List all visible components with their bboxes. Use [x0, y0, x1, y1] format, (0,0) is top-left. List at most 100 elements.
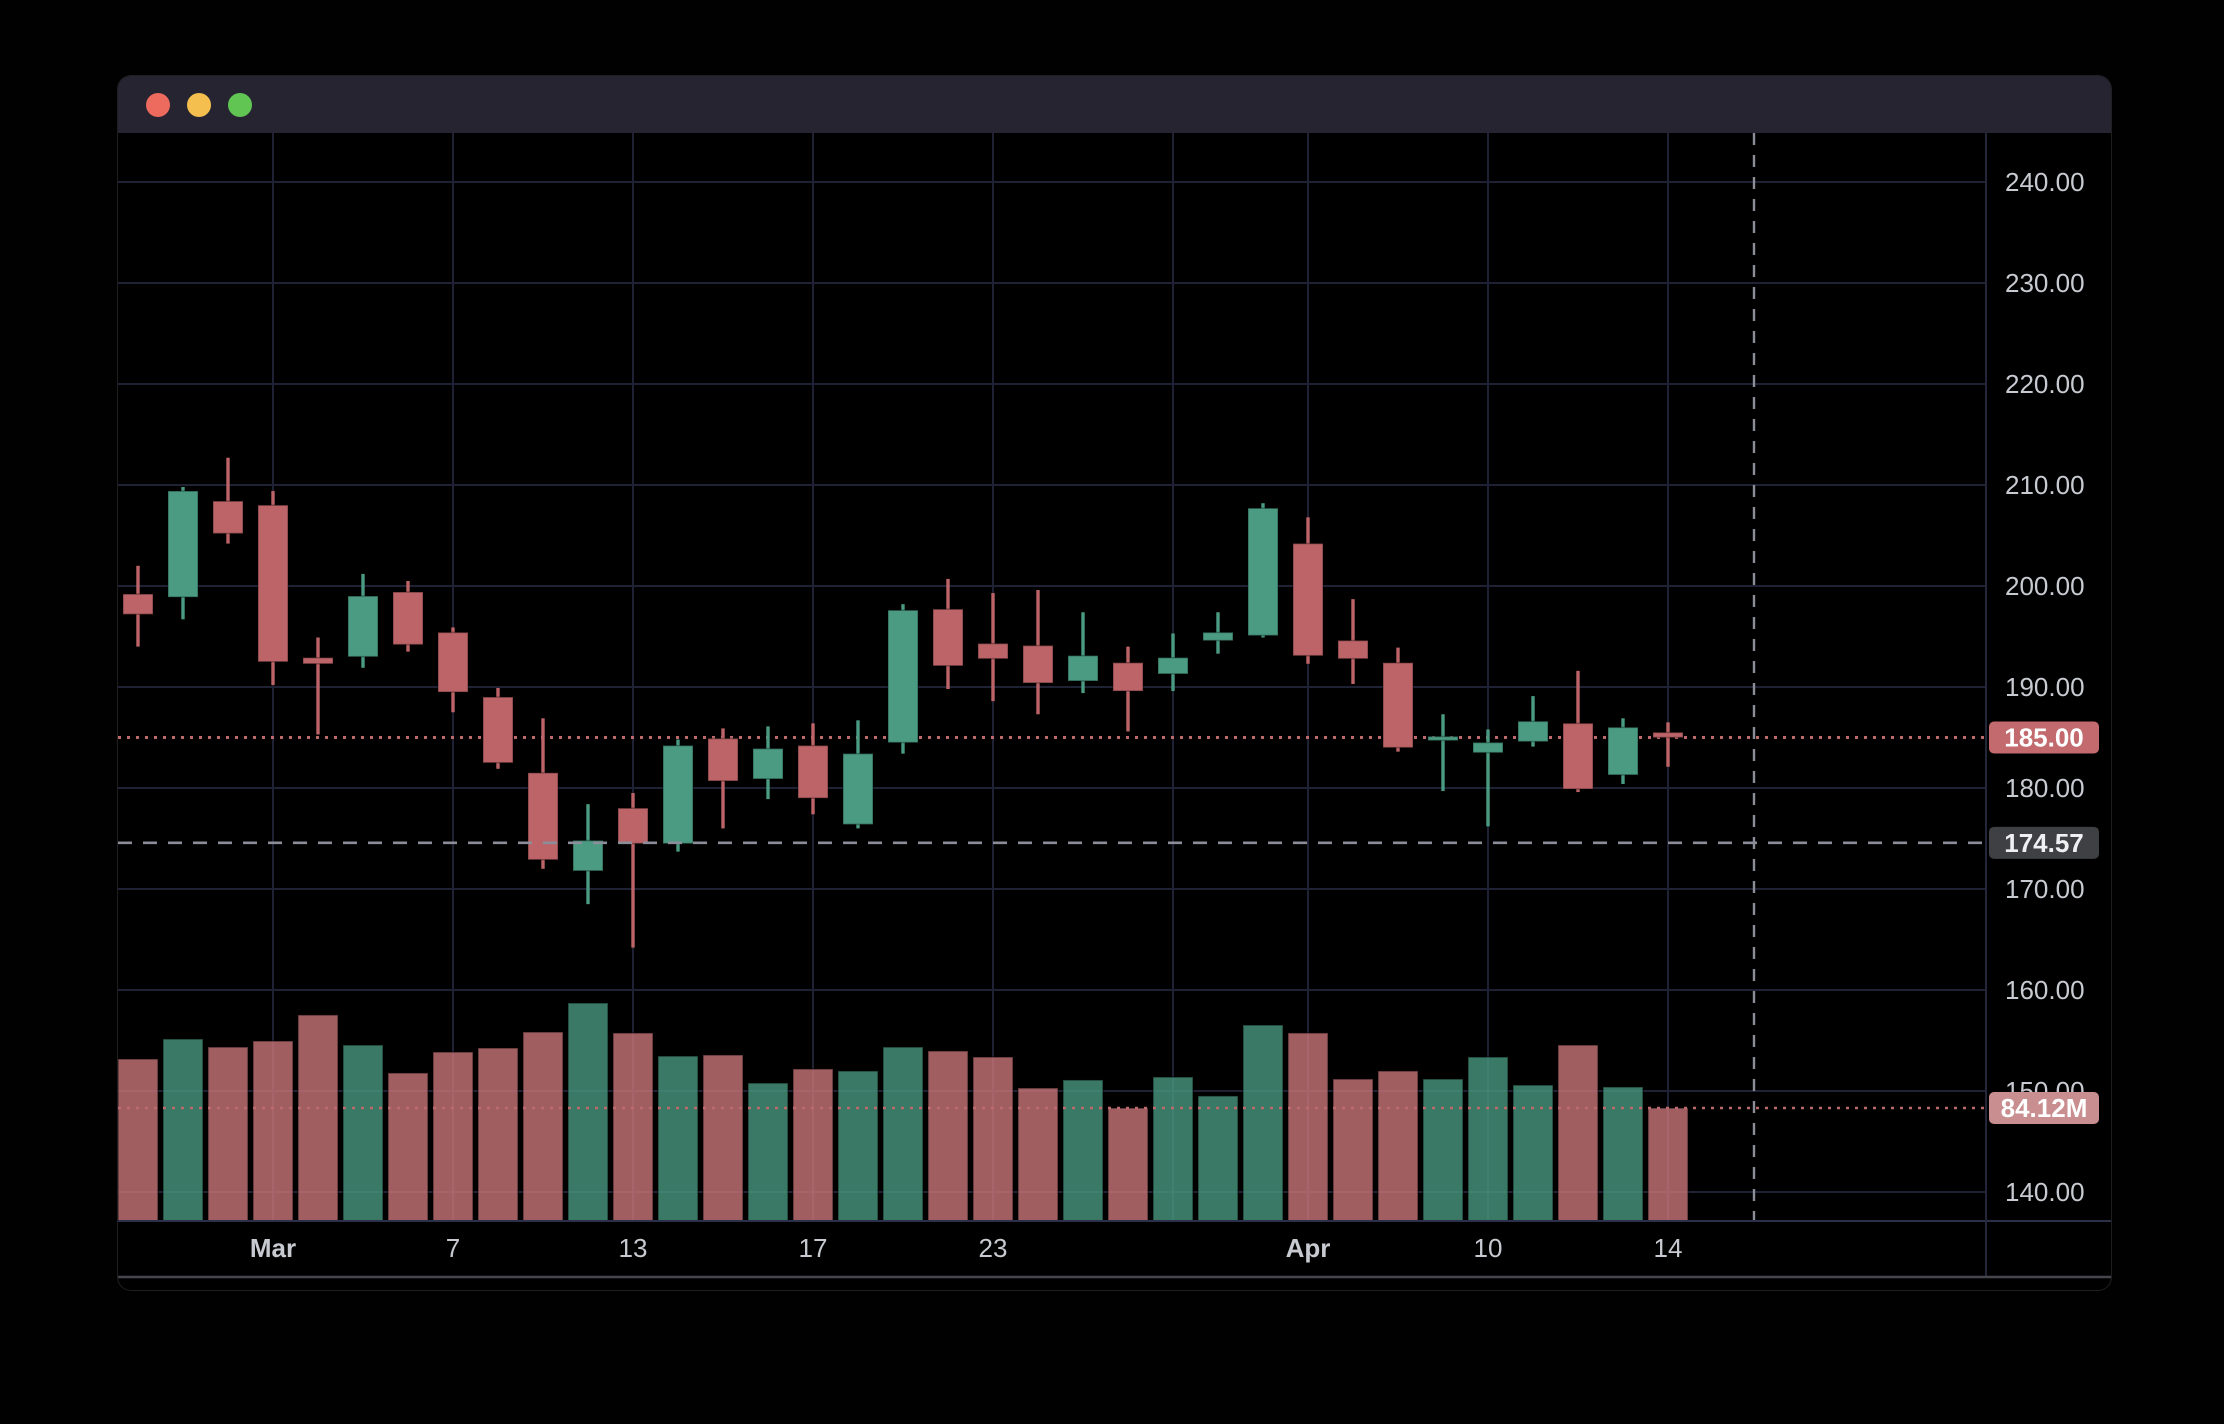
- candle-body: [482, 696, 514, 764]
- price-tick-label: 220.00: [2005, 369, 2085, 399]
- volume-bar: [567, 1002, 609, 1222]
- price-tick-label: 240.00: [2005, 167, 2085, 197]
- time-tick-label: 13: [619, 1233, 648, 1263]
- candlestick-chart[interactable]: 240.00 230.00 220.00 210.00 200.00 190.00 180.…: [118, 133, 2112, 1291]
- candle-body: [617, 807, 649, 845]
- volume-pane: [118, 1002, 1689, 1222]
- candle-body: [1067, 654, 1099, 682]
- candles: [122, 457, 1684, 948]
- volume-bar: [207, 1046, 249, 1222]
- price-axis[interactable]: 240.00 230.00 220.00 210.00 200.00 190.00 180.…: [2005, 167, 2085, 1207]
- candle: [617, 793, 649, 948]
- candle-body: [1652, 731, 1684, 739]
- candle-body: [1157, 656, 1189, 675]
- last-price-badge-text: 185.00: [2004, 723, 2084, 753]
- candle: [257, 491, 289, 685]
- volume-bar: [1242, 1024, 1284, 1222]
- candle: [887, 604, 919, 754]
- volume-badge-text: 84.12M: [2001, 1093, 2088, 1123]
- candle-body: [1112, 662, 1144, 692]
- chart-surface[interactable]: 240.00 230.00 220.00 210.00 200.00 190.00 180.…: [118, 133, 2112, 1291]
- crosshair-price-badge-text: 174.57: [2004, 828, 2084, 858]
- candle: [1382, 647, 1414, 752]
- time-tick-label: 14: [1654, 1233, 1683, 1263]
- volume-bar: [1107, 1107, 1149, 1222]
- candle-body: [392, 591, 424, 646]
- time-tick-label: 10: [1474, 1233, 1503, 1263]
- candle-body: [572, 839, 604, 872]
- volume-bar: [1017, 1087, 1059, 1222]
- price-tick-label: 180.00: [2005, 773, 2085, 803]
- candle-body: [1607, 726, 1639, 776]
- close-window-button[interactable]: [146, 93, 170, 117]
- price-tick-label: 200.00: [2005, 571, 2085, 601]
- window-titlebar[interactable]: [118, 76, 2111, 133]
- candle: [212, 457, 244, 544]
- time-tick-label: 17: [799, 1233, 828, 1263]
- volume-bar: [297, 1014, 339, 1222]
- volume-bar: [387, 1072, 429, 1222]
- volume-bar: [702, 1054, 744, 1222]
- volume-bar: [432, 1051, 474, 1222]
- volume-bar: [1332, 1078, 1374, 1222]
- candle: [1337, 599, 1369, 684]
- candle: [707, 728, 739, 829]
- volume-bar: [1557, 1044, 1599, 1222]
- volume-bar: [522, 1031, 564, 1222]
- candle-body: [167, 490, 199, 598]
- candle: [1607, 718, 1639, 784]
- volume-bar: [612, 1032, 654, 1222]
- zoom-window-button[interactable]: [228, 93, 252, 117]
- candle-wick: [316, 637, 320, 735]
- volume-bar: [342, 1044, 384, 1222]
- candle: [347, 573, 379, 668]
- candle-body: [1247, 507, 1279, 637]
- time-tick-label: 23: [979, 1233, 1008, 1263]
- candle-body: [797, 744, 829, 799]
- volume-bar: [1287, 1032, 1329, 1222]
- volume-bar: [252, 1040, 294, 1222]
- candle-body: [212, 500, 244, 535]
- candle: [167, 487, 199, 620]
- price-tick-label: 190.00: [2005, 672, 2085, 702]
- time-tick-label: 7: [446, 1233, 460, 1263]
- volume-bar: [1467, 1056, 1509, 1222]
- volume-bar: [1602, 1086, 1644, 1222]
- volume-bar: [972, 1056, 1014, 1222]
- volume-bar: [792, 1068, 834, 1222]
- candle-body: [1472, 741, 1504, 754]
- app-window: 240.00 230.00 220.00 210.00 200.00 190.00 180.…: [117, 75, 2112, 1291]
- candle-wick: [1441, 714, 1445, 792]
- candle: [1652, 722, 1684, 767]
- candle: [797, 723, 829, 815]
- price-tick-label: 230.00: [2005, 268, 2085, 298]
- volume-bar: [1197, 1095, 1239, 1222]
- price-tick-label: 210.00: [2005, 470, 2085, 500]
- candle-body: [347, 595, 379, 658]
- volume-bar: [1062, 1079, 1104, 1222]
- crosshair-price-badge-bg: [1989, 826, 2099, 859]
- time-axis[interactable]: Mar 7 13 17 23 Apr 10 14: [250, 1233, 1683, 1263]
- candle: [302, 637, 334, 735]
- candle-body: [842, 752, 874, 826]
- price-tick-label: 140.00: [2005, 1177, 2085, 1207]
- volume-bar: [837, 1070, 879, 1222]
- volume-bar: [1647, 1107, 1689, 1222]
- crosshair-price-badge: 174.57: [1989, 826, 2099, 859]
- candle: [1472, 729, 1504, 827]
- candle: [122, 565, 154, 647]
- time-tick-label: Apr: [1286, 1233, 1331, 1263]
- volume-badge-bg: [1989, 1092, 2099, 1124]
- minimize-window-button[interactable]: [187, 93, 211, 117]
- candle: [1427, 714, 1459, 792]
- volume-badge: 84.12M: [1989, 1092, 2099, 1124]
- candle: [482, 688, 514, 769]
- candle: [977, 593, 1009, 702]
- volume-bar: [162, 1038, 204, 1222]
- volume-bar: [657, 1055, 699, 1222]
- candle: [1022, 590, 1054, 715]
- candle: [392, 580, 424, 652]
- candle-body: [977, 642, 1009, 660]
- volume-bar: [747, 1082, 789, 1222]
- candle-body: [707, 737, 739, 782]
